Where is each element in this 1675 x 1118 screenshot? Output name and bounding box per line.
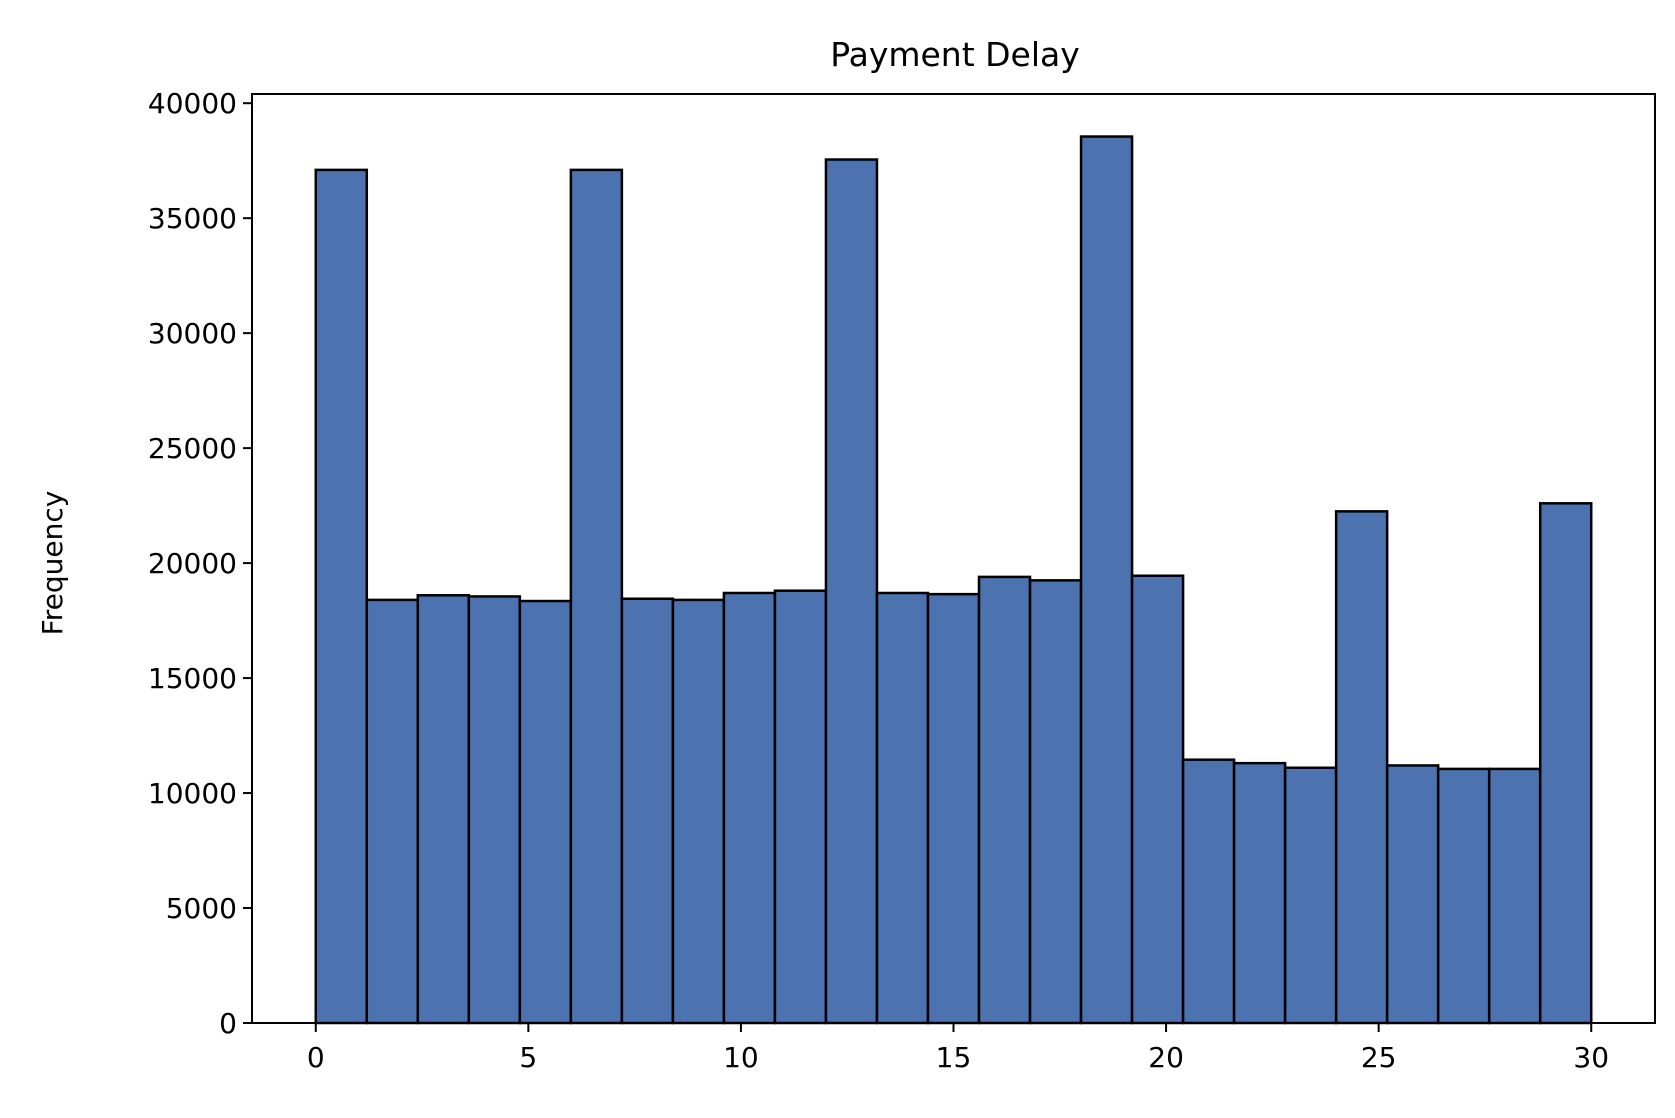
histogram-bar — [1334, 510, 1389, 1025]
chart-title: Payment Delay — [830, 35, 1080, 74]
histogram-bar — [1436, 767, 1491, 1025]
histogram-bar — [1079, 135, 1134, 1025]
histogram-bar — [1487, 767, 1542, 1025]
x-tick-label: 20 — [1148, 1041, 1184, 1074]
y-tick-label: 25000 — [148, 432, 237, 465]
y-axis-ticks: 0 5000 10000 15000 20000 25000 30000 35000 40000 — [148, 87, 252, 1040]
histogram-bar — [416, 594, 471, 1025]
histogram-bar — [824, 158, 879, 1025]
histogram-bar — [1181, 758, 1236, 1025]
histogram-bar — [977, 575, 1032, 1025]
bars-group — [314, 135, 1593, 1025]
histogram-bar — [620, 597, 675, 1025]
x-tick-label: 30 — [1573, 1041, 1609, 1074]
histogram-bar — [1130, 574, 1185, 1025]
histogram-bar — [1283, 766, 1338, 1025]
x-tick-label: 25 — [1361, 1041, 1397, 1074]
histogram-bar — [875, 591, 930, 1025]
y-tick-label: 35000 — [148, 202, 237, 235]
x-tick-label: 5 — [519, 1041, 537, 1074]
y-tick-label: 20000 — [148, 547, 237, 580]
histogram-bar — [569, 168, 624, 1025]
y-tick-label: 0 — [219, 1007, 237, 1040]
y-tick-label: 40000 — [148, 87, 237, 120]
histogram-bar — [1538, 502, 1593, 1025]
plot-area-frame — [251, 93, 1656, 1024]
y-tick-label: 5000 — [166, 892, 237, 925]
histogram-bar — [365, 598, 420, 1025]
histogram-bar — [314, 168, 369, 1025]
histogram-bar — [467, 595, 522, 1025]
y-axis-label: Frequency — [36, 491, 69, 636]
x-tick-label: 15 — [936, 1041, 972, 1074]
histogram-bar — [1028, 579, 1083, 1025]
histogram-bar — [926, 592, 981, 1025]
histogram-bar — [773, 589, 828, 1025]
histogram-bar — [722, 591, 777, 1025]
y-tick-label: 10000 — [148, 777, 237, 810]
histogram-bar — [518, 599, 573, 1025]
y-tick-label: 30000 — [148, 317, 237, 350]
histogram-bar — [671, 598, 726, 1025]
histogram-bar — [1385, 764, 1440, 1025]
x-tick-label: 0 — [307, 1041, 325, 1074]
y-tick-label: 15000 — [148, 662, 237, 695]
x-tick-label: 10 — [723, 1041, 759, 1074]
x-axis-ticks: 0 5 10 15 20 25 30 — [307, 1023, 1609, 1074]
histogram-bar — [1232, 761, 1287, 1025]
